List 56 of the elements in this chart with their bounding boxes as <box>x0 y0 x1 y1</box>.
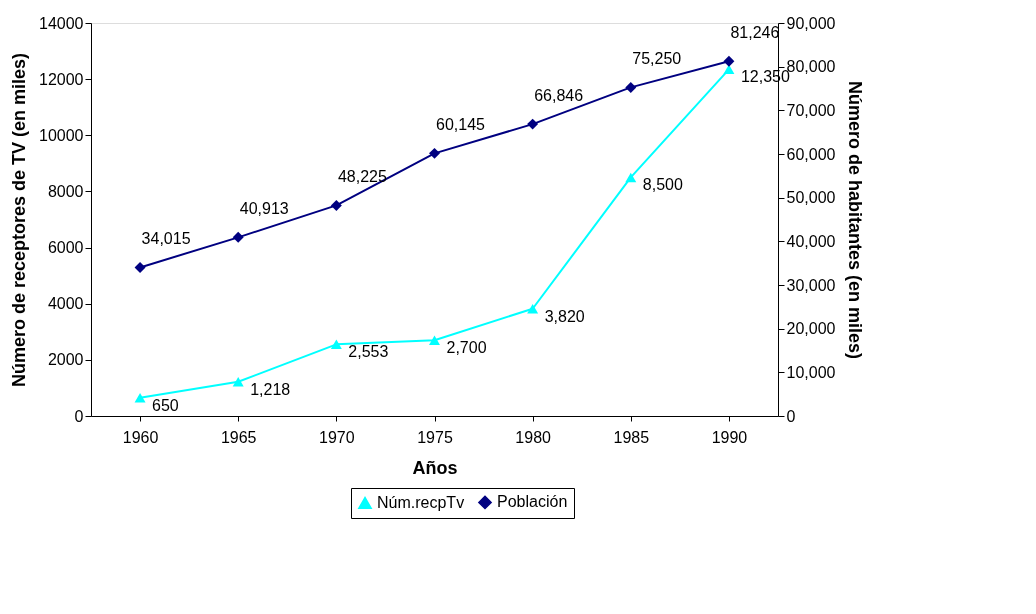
y-tick-label: 14000 <box>39 14 84 32</box>
y2-axis-title: Número de habitantes (en miles) <box>845 80 866 360</box>
y2-tick-label: 30,000 <box>786 276 836 294</box>
point <box>134 261 146 273</box>
y2-tick-label: 90,000 <box>786 14 836 32</box>
point <box>527 118 539 130</box>
y2-tick-label: 50,000 <box>786 189 836 207</box>
data-label: 60,145 <box>436 116 486 134</box>
x-tick-label: 1985 <box>613 428 650 446</box>
data-label: 2,553 <box>348 343 389 361</box>
data-label: 3,820 <box>544 307 585 325</box>
point <box>625 172 637 183</box>
data-label: 81,246 <box>730 24 780 42</box>
x-tick-label: 1970 <box>319 428 355 446</box>
point <box>625 81 637 93</box>
legend-label: Población <box>497 493 568 511</box>
point <box>723 55 735 67</box>
data-label: 75,250 <box>632 50 682 68</box>
y2-tick-label: 10,000 <box>786 363 836 381</box>
y-tick-label: 4000 <box>47 295 84 313</box>
y-tick-label: 12000 <box>39 70 84 88</box>
x-tick-label: 1960 <box>122 428 159 446</box>
y-tick-label: 10000 <box>39 126 84 144</box>
legend-label: Núm.recpTv <box>377 493 465 511</box>
x-tick-label: 1975 <box>417 428 453 446</box>
y2-tick-label: 20,000 <box>786 320 836 338</box>
point <box>527 304 539 314</box>
point <box>723 64 735 75</box>
y2-tick-label: 40,000 <box>786 232 836 250</box>
data-label: 66,846 <box>534 87 584 105</box>
data-label: 2,700 <box>446 339 487 357</box>
y-tick-label: 2000 <box>47 351 84 369</box>
x-tick-label: 1980 <box>515 428 552 446</box>
data-label: 650 <box>152 396 179 414</box>
x-tick-label: 1990 <box>711 428 748 446</box>
y-tick-label: 0 <box>74 407 84 425</box>
data-label: 8,500 <box>642 176 683 194</box>
point <box>429 335 440 345</box>
point <box>429 147 440 159</box>
point <box>330 339 342 350</box>
x-axis-title: Años <box>412 457 458 478</box>
y2-tick-label: 60,000 <box>786 145 836 163</box>
y-tick-label: 6000 <box>47 239 84 257</box>
data-label: 48,225 <box>337 168 387 186</box>
point <box>330 199 342 211</box>
point <box>232 377 244 387</box>
data-label: 40,913 <box>239 200 289 218</box>
point <box>232 231 244 243</box>
data-label: 1,218 <box>250 380 291 398</box>
point <box>134 393 146 403</box>
y2-tick-label: 0 <box>786 407 796 425</box>
data-label: 34,015 <box>141 230 191 248</box>
x-tick-label: 1965 <box>220 428 257 446</box>
y2-tick-label: 70,000 <box>786 101 836 119</box>
y-tick-label: 8000 <box>47 182 84 200</box>
y-axis-title: Número de receptores de TV (en miles) <box>9 52 30 388</box>
